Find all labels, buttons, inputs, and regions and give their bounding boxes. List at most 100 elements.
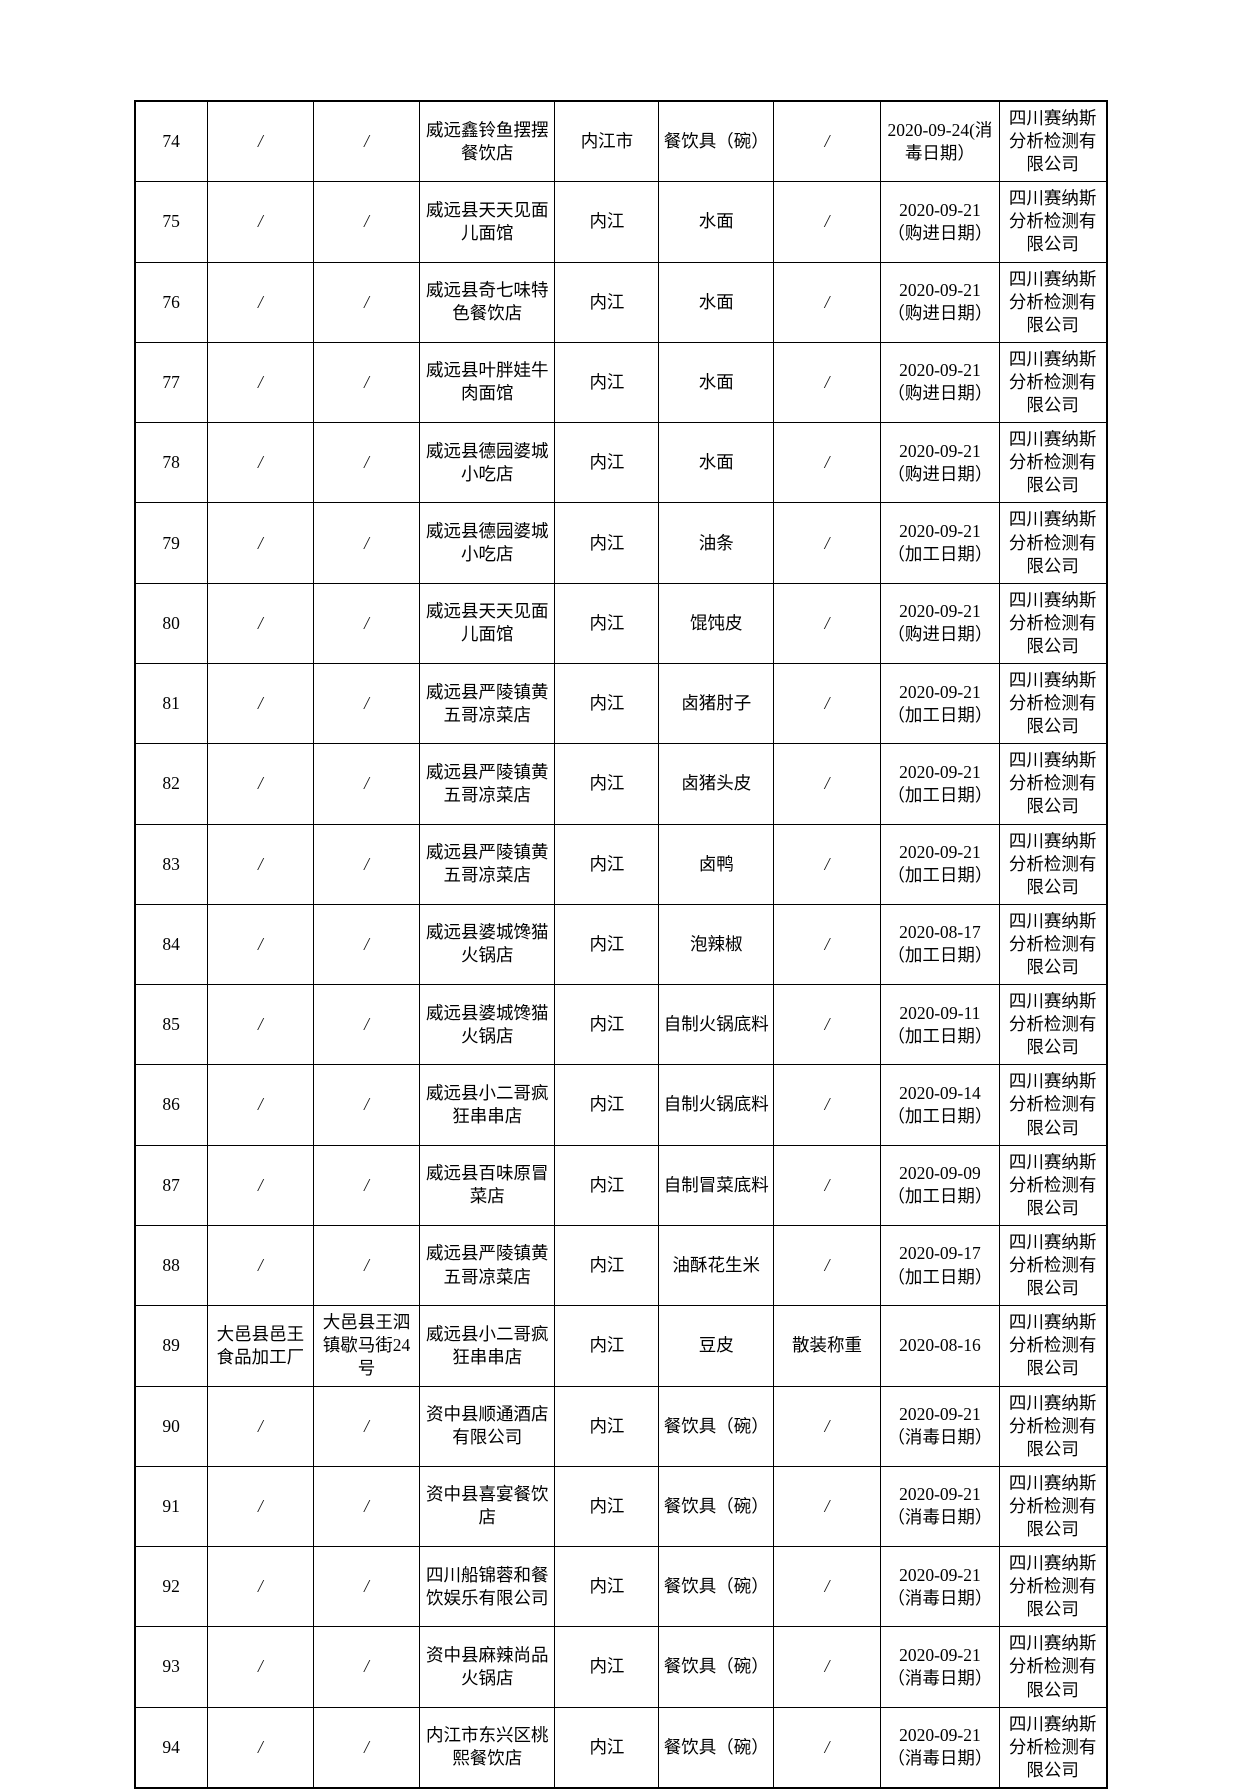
inspection-results-table: 74// 威远鑫铃鱼摆摆餐饮店 内江市 餐饮具（碗）/2020-09-24(消毒日期）…	[133, 100, 1108, 1789]
cell-serial-number: 84	[134, 903, 208, 986]
table-row: 89 大邑县邑王食品加工厂 大邑县王泗镇歇马街24号 威远县小二哥疯狂串串店 内江 豆皮散…	[134, 1305, 1108, 1387]
cell-manufacturer-address: /	[312, 1224, 421, 1307]
cell-testing-agency: 四川赛纳斯分析检测有限公司	[998, 1465, 1108, 1548]
cell-production-date: 2020-09-21（消毒日期）	[880, 1385, 1000, 1467]
cell-testing-agency: 四川赛纳斯分析检测有限公司	[998, 100, 1108, 183]
cell-sampled-unit: 内江市东兴区桃熙餐饮店	[419, 1706, 556, 1789]
cell-manufacturer: /	[206, 984, 314, 1066]
cell-testing-agency: 四川赛纳斯分析检测有限公司	[998, 422, 1108, 504]
cell-manufacturer-address: /	[312, 1064, 421, 1146]
cell-production-date: 2020-09-21（购进日期）	[880, 341, 1000, 424]
cell-food-name: 餐饮具（碗）	[658, 1385, 774, 1467]
cell-manufacturer: /	[206, 1385, 314, 1467]
cell-serial-number: 83	[134, 823, 208, 905]
cell-region: 内江	[554, 502, 660, 584]
cell-sampled-unit: 威远县天天见面儿面馆	[419, 582, 556, 664]
cell-production-date: 2020-09-21（购进日期）	[880, 181, 1000, 263]
cell-food-name: 水面	[658, 181, 774, 263]
cell-testing-agency: 四川赛纳斯分析检测有限公司	[998, 1546, 1108, 1628]
cell-testing-agency: 四川赛纳斯分析检测有限公司	[998, 502, 1108, 584]
cell-production-date: 2020-08-17（加工日期）	[880, 903, 1000, 986]
cell-manufacturer: /	[206, 502, 314, 584]
table-container: 74// 威远鑫铃鱼摆摆餐饮店 内江市 餐饮具（碗）/2020-09-24(消毒日期）…	[133, 100, 1108, 1789]
cell-sampled-unit: 威远县叶胖娃牛肉面馆	[419, 341, 556, 424]
cell-production-date: 2020-09-14（加工日期）	[880, 1064, 1000, 1146]
cell-manufacturer: /	[206, 1706, 314, 1789]
table-row: 83// 威远县严陵镇黄五哥凉菜店 内江 卤鸭/2020-09-21（加工日期） 四川赛…	[134, 823, 1108, 905]
cell-production-date: 2020-09-11（加工日期）	[880, 984, 1000, 1066]
cell-food-name: 卤猪肘子	[658, 662, 774, 745]
table-row: 79// 威远县德园婆城小吃店 内江 油条/2020-09-21（加工日期） 四川赛纳斯…	[134, 502, 1108, 584]
table-row: 92// 四川船锦蓉和餐饮娱乐有限公司 内江 餐饮具（碗）/2020-09-21（消毒…	[134, 1546, 1108, 1628]
cell-production-date: 2020-09-21（加工日期）	[880, 743, 1000, 825]
cell-production-date: 2020-09-09（加工日期）	[880, 1144, 1000, 1226]
table-row: 85// 威远县婆城馋猫火锅店 内江 自制火锅底料/2020-09-11（加工日期）四…	[134, 984, 1108, 1066]
cell-specification: /	[772, 1706, 882, 1789]
table-row: 82// 威远县严陵镇黄五哥凉菜店 内江 卤猪头皮/2020-09-21（加工日期）四…	[134, 743, 1108, 825]
cell-serial-number: 81	[134, 662, 208, 745]
cell-region: 内江	[554, 341, 660, 424]
cell-manufacturer-address: /	[312, 1546, 421, 1628]
cell-production-date: 2020-09-21（加工日期）	[880, 662, 1000, 745]
cell-production-date: 2020-09-21（消毒日期）	[880, 1626, 1000, 1708]
cell-testing-agency: 四川赛纳斯分析检测有限公司	[998, 1626, 1108, 1708]
cell-manufacturer-address: /	[312, 261, 421, 343]
cell-serial-number: 82	[134, 743, 208, 825]
cell-region: 内江	[554, 1626, 660, 1708]
cell-testing-agency: 四川赛纳斯分析检测有限公司	[998, 181, 1108, 263]
cell-manufacturer-address: /	[312, 1706, 421, 1789]
cell-serial-number: 76	[134, 261, 208, 343]
cell-sampled-unit: 威远县严陵镇黄五哥凉菜店	[419, 1224, 556, 1307]
cell-specification: /	[772, 1144, 882, 1226]
table-row: 75// 威远县天天见面儿面馆 内江 水面/2020-09-21（购进日期） 四川赛纳斯…	[134, 181, 1108, 263]
cell-production-date: 2020-08-16	[880, 1305, 1000, 1387]
table-row: 76// 威远县奇七味特色餐饮店 内江 水面/2020-09-21（购进日期） 四川赛纳…	[134, 261, 1108, 343]
table-row: 87// 威远县百味原冒菜店 内江 自制冒菜底料/2020-09-09（加工日期） 四川…	[134, 1144, 1108, 1226]
cell-serial-number: 93	[134, 1626, 208, 1708]
cell-serial-number: 87	[134, 1144, 208, 1226]
cell-manufacturer: /	[206, 1064, 314, 1146]
table-row: 86// 威远县小二哥疯狂串串店 内江 自制火锅底料/2020-09-14（加工日期）…	[134, 1064, 1108, 1146]
cell-sampled-unit: 威远县德园婆城小吃店	[419, 502, 556, 584]
cell-specification: /	[772, 823, 882, 905]
cell-manufacturer: 大邑县邑王食品加工厂	[206, 1305, 314, 1387]
cell-testing-agency: 四川赛纳斯分析检测有限公司	[998, 1385, 1108, 1467]
table-row: 77// 威远县叶胖娃牛肉面馆 内江 水面/2020-09-21（购进日期） 四川赛纳斯…	[134, 341, 1108, 424]
cell-serial-number: 86	[134, 1064, 208, 1146]
cell-specification: /	[772, 1626, 882, 1708]
cell-food-name: 餐饮具（碗）	[658, 100, 774, 183]
cell-sampled-unit: 威远县德园婆城小吃店	[419, 422, 556, 504]
cell-manufacturer: /	[206, 181, 314, 263]
cell-manufacturer-address: /	[312, 582, 421, 664]
cell-production-date: 2020-09-21（消毒日期）	[880, 1465, 1000, 1548]
cell-production-date: 2020-09-21（购进日期）	[880, 582, 1000, 664]
cell-manufacturer: /	[206, 422, 314, 504]
cell-serial-number: 90	[134, 1385, 208, 1467]
cell-serial-number: 91	[134, 1465, 208, 1548]
cell-food-name: 餐饮具（碗）	[658, 1465, 774, 1548]
cell-manufacturer-address: /	[312, 823, 421, 905]
cell-region: 内江	[554, 1465, 660, 1548]
cell-specification: /	[772, 662, 882, 745]
cell-sampled-unit: 威远县百味原冒菜店	[419, 1144, 556, 1226]
cell-food-name: 豆皮	[658, 1305, 774, 1387]
cell-region: 内江	[554, 582, 660, 664]
cell-region: 内江	[554, 1305, 660, 1387]
table-row: 78// 威远县德园婆城小吃店 内江 水面/2020-09-21（购进日期） 四川赛纳斯…	[134, 422, 1108, 504]
cell-manufacturer-address: 大邑县王泗镇歇马街24号	[312, 1305, 421, 1387]
table-row: 93// 资中县麻辣尚品火锅店 内江 餐饮具（碗）/2020-09-21（消毒日期）四…	[134, 1626, 1108, 1708]
cell-production-date: 2020-09-21（加工日期）	[880, 502, 1000, 584]
cell-manufacturer: /	[206, 743, 314, 825]
cell-manufacturer: /	[206, 903, 314, 986]
cell-testing-agency: 四川赛纳斯分析检测有限公司	[998, 341, 1108, 424]
cell-manufacturer-address: /	[312, 1385, 421, 1467]
cell-manufacturer-address: /	[312, 422, 421, 504]
cell-region: 内江市	[554, 100, 660, 183]
cell-manufacturer: /	[206, 341, 314, 424]
cell-region: 内江	[554, 1546, 660, 1628]
cell-food-name: 餐饮具（碗）	[658, 1546, 774, 1628]
cell-serial-number: 94	[134, 1706, 208, 1789]
cell-manufacturer: /	[206, 662, 314, 745]
cell-manufacturer-address: /	[312, 100, 421, 183]
cell-specification: /	[772, 743, 882, 825]
